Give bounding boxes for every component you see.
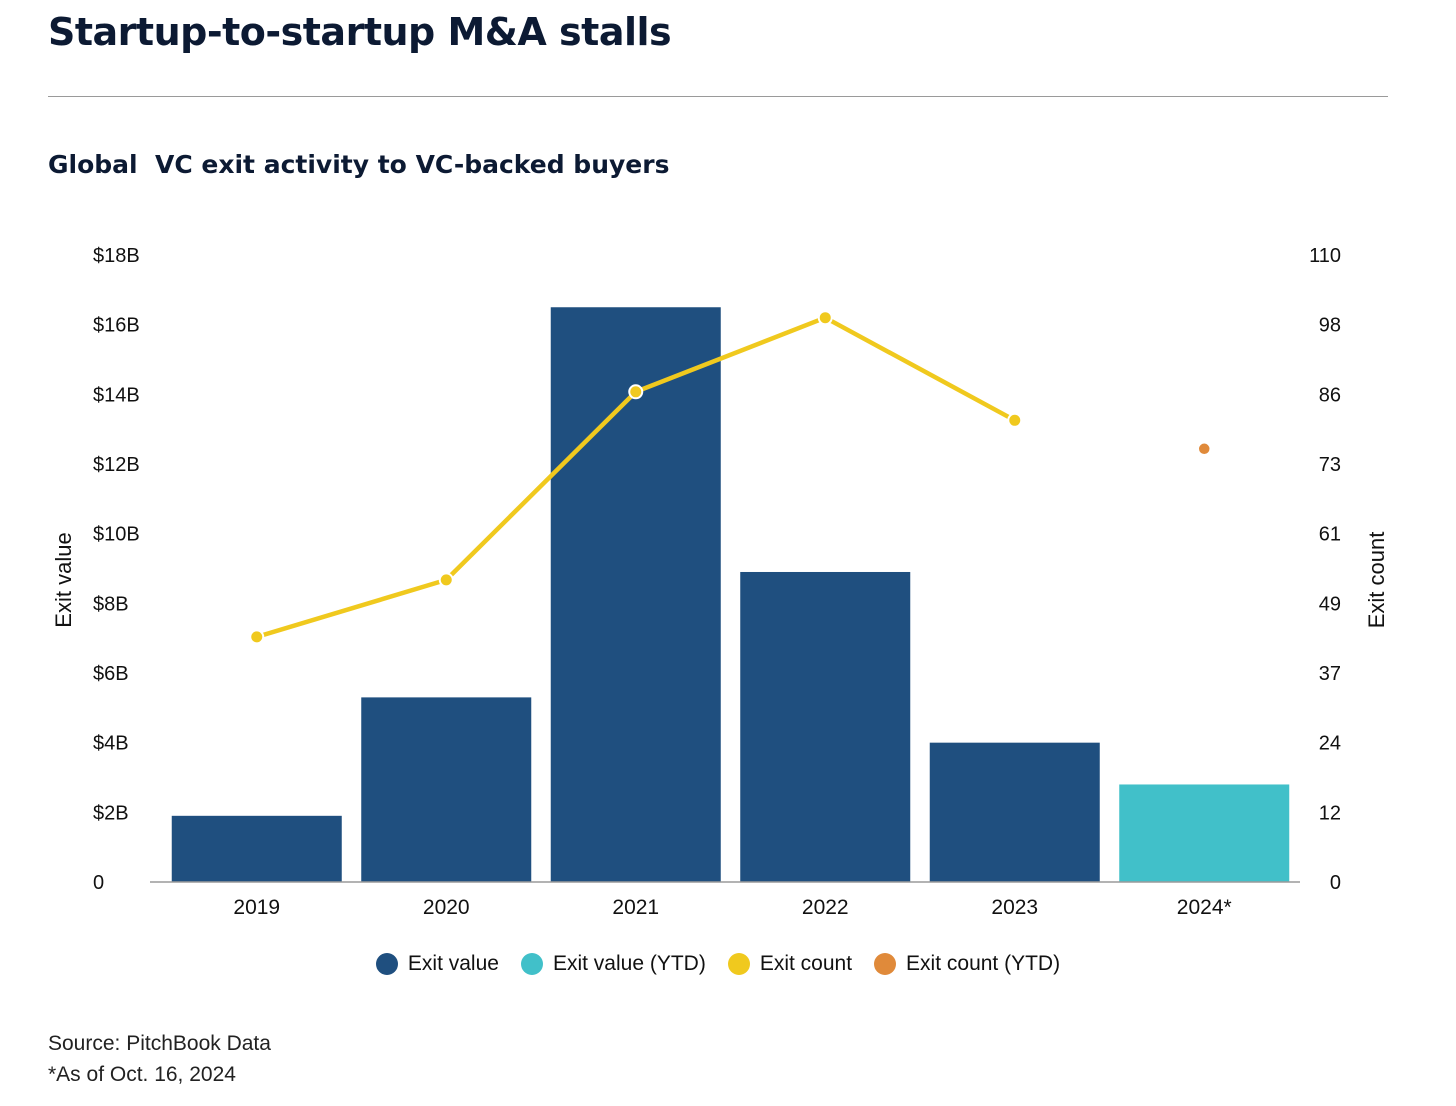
left-tick-label: $16B bbox=[93, 315, 140, 337]
exit-value-ytd-bar bbox=[1119, 784, 1290, 882]
chart-headline: Startup-to-startup M&A stalls bbox=[48, 10, 672, 54]
exit-count-point bbox=[628, 384, 644, 400]
left-tick-label: $18B bbox=[93, 245, 140, 267]
right-tick-label: 61 bbox=[1319, 524, 1341, 546]
exit-value-bar bbox=[171, 815, 342, 882]
left-tick-label: $2B bbox=[93, 802, 129, 824]
exit-count-point bbox=[249, 629, 265, 645]
exit-value-bar bbox=[740, 571, 911, 882]
legend-label-exit-count-ytd: Exit count (YTD) bbox=[906, 952, 1061, 975]
exit-value-bar bbox=[361, 697, 532, 882]
exit-value-bar bbox=[929, 742, 1100, 882]
legend-item-exit-value-ytd: Exit value (YTD) bbox=[520, 952, 706, 976]
right-tick-label: 86 bbox=[1319, 384, 1341, 406]
right-axis-ticks: 0 12 24 37 49 61 73 86 98 110 bbox=[1309, 245, 1341, 894]
exit-value-bar bbox=[550, 307, 721, 882]
footnote: *As of Oct. 16, 2024 bbox=[48, 1063, 236, 1086]
legend-label-exit-count: Exit count bbox=[759, 952, 853, 975]
left-tick-label: 0 bbox=[93, 872, 104, 894]
legend-item-exit-count: Exit count bbox=[727, 952, 853, 976]
legend-label-exit-value: Exit value bbox=[407, 952, 499, 975]
exit-count-ytd-point bbox=[1197, 442, 1211, 456]
right-tick-label: 24 bbox=[1319, 733, 1341, 755]
bars-layer bbox=[171, 307, 1290, 882]
exit-count-point bbox=[438, 572, 454, 588]
exit-count-point bbox=[1007, 412, 1023, 428]
left-axis-ticks: 0 $2B $4B $6B $8B $10B $12B $14B $16B $18B bbox=[93, 245, 140, 894]
left-tick-label: $8B bbox=[93, 593, 129, 615]
count-line-layer bbox=[249, 310, 1211, 645]
right-tick-label: 0 bbox=[1330, 872, 1341, 894]
legend-swatch-exit-value-ytd bbox=[520, 953, 543, 975]
left-tick-label: $12B bbox=[93, 454, 140, 476]
left-axis-title: Exit value bbox=[51, 532, 76, 627]
right-tick-label: 49 bbox=[1319, 593, 1341, 615]
right-tick-label: 37 bbox=[1319, 663, 1341, 685]
legend-item-exit-value: Exit value bbox=[375, 952, 499, 976]
source-note: Source: PitchBook Data bbox=[48, 1032, 271, 1055]
right-tick-label: 73 bbox=[1319, 454, 1341, 476]
legend-label-exit-value-ytd: Exit value (YTD) bbox=[552, 952, 706, 975]
legend-swatch-exit-count bbox=[727, 953, 750, 975]
x-tick-label: 2019 bbox=[233, 896, 280, 919]
x-axis-labels: 2019 2020 2021 2022 2023 2024* bbox=[233, 896, 1231, 919]
left-tick-label: $6B bbox=[93, 663, 129, 685]
x-tick-label: 2022 bbox=[802, 896, 849, 919]
x-tick-label: 2021 bbox=[612, 896, 659, 919]
left-tick-label: $4B bbox=[93, 733, 129, 755]
legend-swatch-exit-count-ytd bbox=[874, 953, 897, 975]
left-tick-label: $10B bbox=[93, 524, 140, 546]
x-tick-label: 2020 bbox=[423, 896, 470, 919]
legend-swatch-exit-value bbox=[375, 953, 398, 975]
right-tick-label: 98 bbox=[1319, 315, 1341, 337]
x-tick-label: 2023 bbox=[991, 896, 1038, 919]
title-divider bbox=[48, 96, 1388, 97]
right-tick-label: 110 bbox=[1309, 245, 1341, 267]
right-tick-label: 12 bbox=[1319, 802, 1341, 824]
right-axis-title: Exit count bbox=[1364, 532, 1389, 629]
exit-count-point bbox=[817, 310, 833, 326]
left-tick-label: $14B bbox=[93, 384, 140, 406]
chart-legend: Exit value Exit value (YTD) Exit count E… bbox=[0, 952, 1436, 976]
chart-subtitle: Global VC exit activity to VC-backed buy… bbox=[48, 150, 670, 179]
x-tick-label: 2024* bbox=[1177, 896, 1232, 919]
legend-item-exit-count-ytd: Exit count (YTD) bbox=[874, 952, 1060, 976]
